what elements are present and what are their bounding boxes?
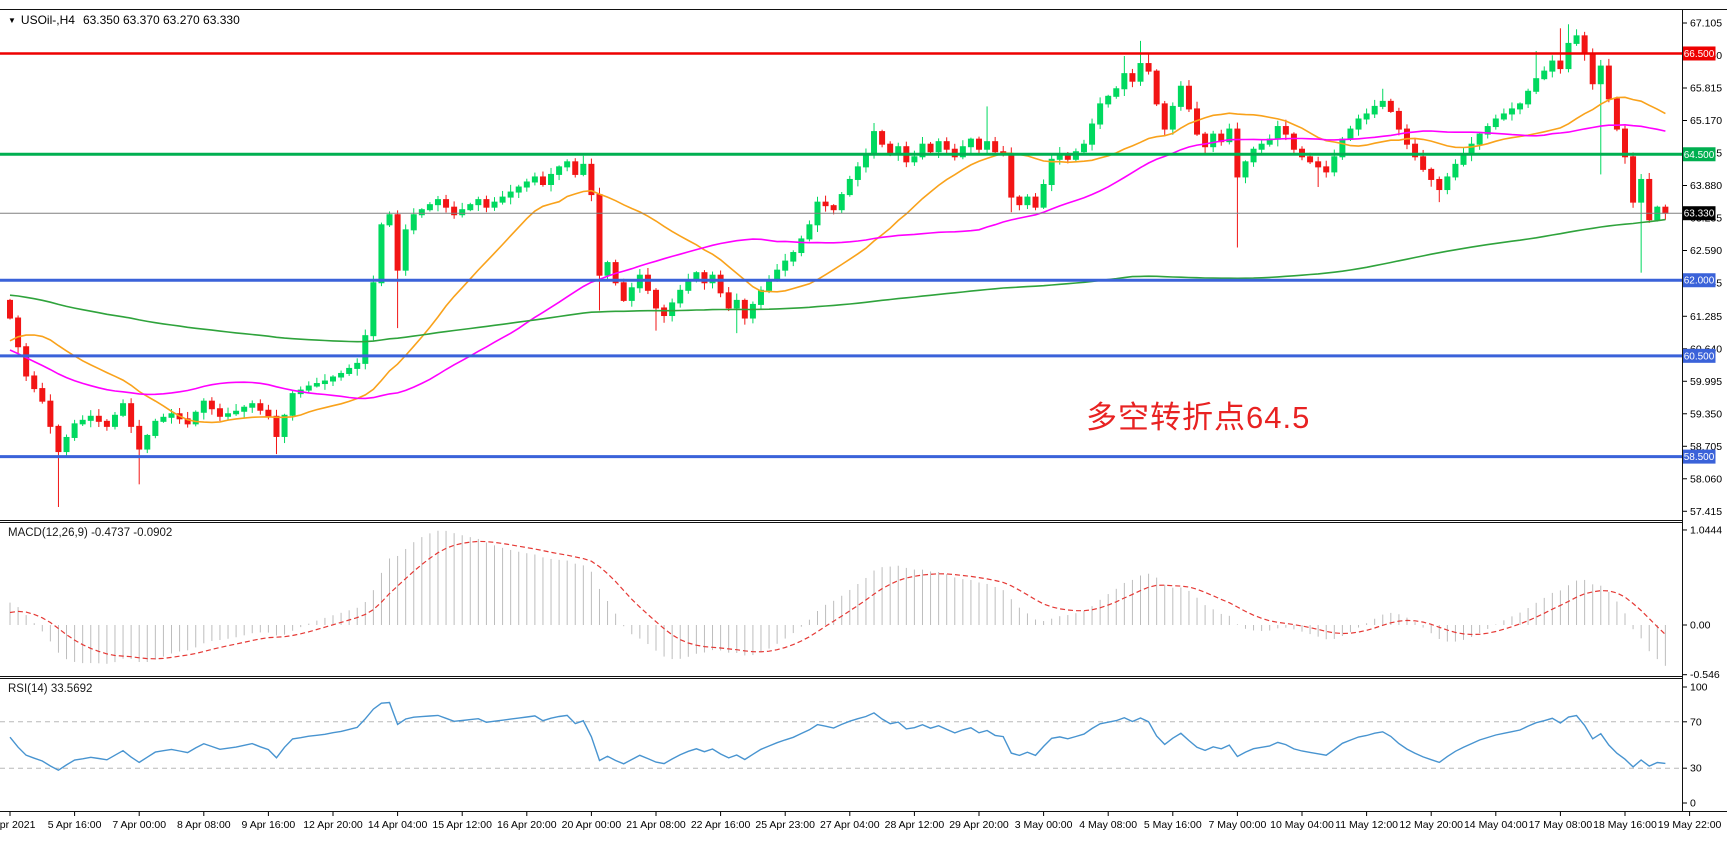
time-tick-label: 29 Apr 20:00	[949, 819, 1009, 831]
time-tick-label: 14 May 04:00	[1464, 819, 1528, 831]
time-tick-label: 17 May 08:00	[1529, 819, 1593, 831]
symbol-dropdown-icon[interactable]: ▼	[8, 16, 16, 25]
time-tick-label: 15 Apr 12:00	[432, 819, 492, 831]
main-chart-panel[interactable]	[0, 10, 1682, 520]
time-tick-label: 5 Apr 16:00	[48, 819, 102, 831]
price-box-58.500	[1682, 449, 1716, 464]
time-tick-label: 11 May 12:00	[1335, 819, 1398, 831]
rsi-panel[interactable]	[0, 679, 1682, 811]
price-tick-label: 58.060	[1690, 473, 1722, 485]
main-chart-layer	[0, 24, 1682, 507]
time-tick-label: 21 Apr 08:00	[626, 819, 686, 831]
price-box-66.500	[1682, 46, 1716, 61]
ohlc-values: 63.350 63.370 63.270 63.330	[82, 13, 240, 27]
symbol-timeframe-label: USOil-,H4	[20, 13, 75, 27]
price-box-60.500-text: 60.500	[1684, 351, 1715, 362]
price-tick-label: 67.105	[1690, 18, 1722, 30]
rsi-indicator-label: RSI(14) 33.5692	[8, 683, 93, 695]
time-tick-label: 12 May 20:00	[1399, 819, 1463, 831]
time-tick-label: 5 May 16:00	[1144, 819, 1202, 831]
macd-panel[interactable]	[0, 523, 1682, 676]
chart-annotation-text: 多空转折点64.5	[1086, 400, 1311, 435]
price-tick-label: 65.170	[1690, 115, 1722, 127]
time-tick-label: 28 Apr 12:00	[885, 819, 945, 831]
current-price-box	[1682, 206, 1716, 221]
time-tick-label: 1 Apr 2021	[0, 819, 36, 831]
time-tick-label: 20 Apr 00:00	[562, 819, 622, 831]
time-tick-label: 4 May 08:00	[1079, 819, 1137, 831]
price-tick-label: 59.350	[1690, 408, 1722, 420]
price-tick-label: 62.590	[1690, 245, 1722, 257]
time-tick-label: 12 Apr 20:00	[303, 819, 363, 831]
time-tick-label: 22 Apr 16:00	[691, 819, 751, 831]
rsi-tick-label: 30	[1690, 763, 1702, 775]
symbol-info: ▼ USOil-,H4 63.350 63.370 63.270 63.330	[8, 13, 240, 27]
time-tick-label: 14 Apr 04:00	[368, 819, 428, 831]
time-tick-label: 10 May 04:00	[1270, 819, 1334, 831]
time-axis[interactable]	[0, 812, 1727, 841]
macd-layer	[9, 530, 1666, 666]
price-tick-label: 63.880	[1690, 180, 1722, 192]
macd-indicator-label: MACD(12,26,9) -0.4737 -0.0902	[8, 527, 173, 539]
rsi-layer	[0, 701, 1682, 772]
time-tick-label: 3 May 00:00	[1015, 819, 1073, 831]
price-tick-label: 65.815	[1690, 83, 1722, 95]
time-tick-label: 25 Apr 23:00	[755, 819, 815, 831]
rsi-tick-label: 0	[1690, 798, 1696, 810]
time-tick-label: 7 May 00:00	[1209, 819, 1267, 831]
macd-tick-label: -0.546	[1690, 669, 1720, 681]
price-box-64.500	[1682, 147, 1716, 162]
price-tick-label: 59.995	[1690, 376, 1722, 388]
price-box-66.500-text: 66.500	[1684, 49, 1715, 60]
price-box-62.000	[1682, 273, 1716, 288]
time-tick-label: 27 Apr 04:00	[820, 819, 880, 831]
price-tick-label: 61.285	[1690, 311, 1722, 323]
price-axis[interactable]	[1682, 10, 1727, 811]
time-tick-label: 16 Apr 20:00	[497, 819, 557, 831]
price-tick-label: 57.415	[1690, 506, 1722, 518]
time-tick-label: 18 May 16:00	[1593, 819, 1657, 831]
current-price-box-text: 63.330	[1684, 209, 1715, 220]
price-box-62.000-text: 62.000	[1684, 276, 1715, 287]
price-box-64.500-text: 64.500	[1684, 150, 1715, 161]
price-box-58.500-text: 58.500	[1684, 452, 1715, 463]
macd-tick-label: 1.0444	[1690, 524, 1722, 536]
macd-tick-label: 0.00	[1690, 620, 1711, 632]
rsi-tick-label: 100	[1690, 682, 1708, 694]
price-box-60.500	[1682, 348, 1716, 363]
rsi-tick-label: 70	[1690, 716, 1702, 728]
time-tick-label: 8 Apr 08:00	[177, 819, 231, 831]
time-tick-label: 9 Apr 16:00	[242, 819, 296, 831]
time-tick-label: 7 Apr 00:00	[112, 819, 166, 831]
time-tick-label: 19 May 22:00	[1658, 819, 1722, 831]
